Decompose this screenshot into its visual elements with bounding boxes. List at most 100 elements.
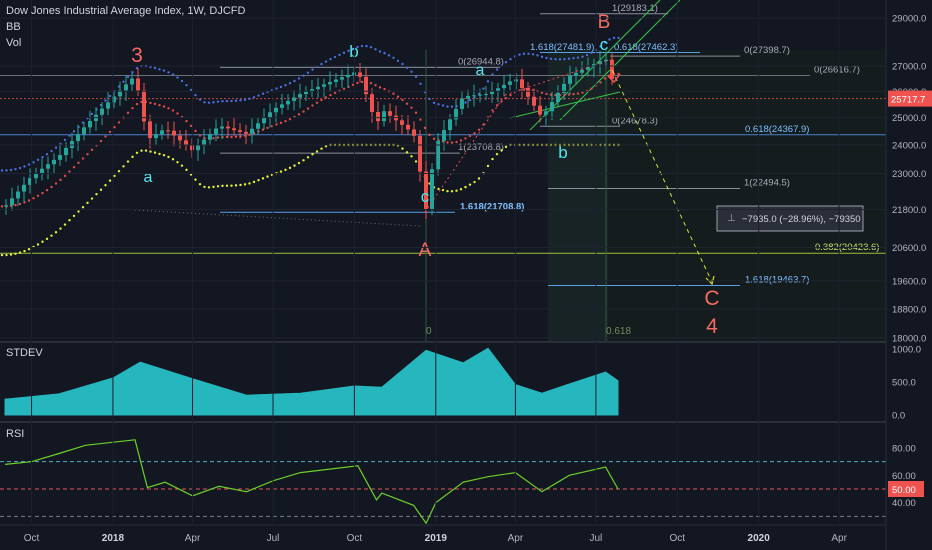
candle-body xyxy=(580,69,584,73)
bb-upper-dot xyxy=(369,45,373,49)
candle-body xyxy=(298,94,302,98)
bb-lower-dot xyxy=(455,189,458,192)
bb-mid-dot xyxy=(464,137,467,140)
bb-lower-dot xyxy=(464,185,467,189)
bb-upper-dot xyxy=(0,169,4,172)
bb-mid-dot xyxy=(477,128,481,132)
fib-time-label: 0 xyxy=(426,326,432,337)
candle-body xyxy=(58,155,62,160)
bb-lower-dot xyxy=(185,168,188,172)
candle-body xyxy=(460,98,464,109)
candle-body xyxy=(28,178,32,185)
fib-level-label: 0.618(27462.3) xyxy=(614,42,678,53)
bb-upper-dot xyxy=(504,61,508,64)
bb-mid-dot xyxy=(509,93,512,97)
price-tick-label: 21800.0 xyxy=(892,205,926,216)
bb-mid-dot xyxy=(36,194,40,197)
bb-upper-dot xyxy=(405,66,409,69)
bb-lower-dot xyxy=(153,151,157,154)
bb-lower-dot xyxy=(486,164,490,168)
rsi-tick-label: 40.00 xyxy=(892,498,916,509)
bb-mid-dot xyxy=(468,134,472,138)
bb-upper-dot xyxy=(27,163,31,166)
bb-upper-dot xyxy=(518,53,521,56)
bb-lower-dot xyxy=(171,158,175,161)
bb-mid-dot xyxy=(540,91,544,94)
bb-lower-dot xyxy=(36,243,40,246)
candle-body xyxy=(238,130,242,132)
bb-upper-dot xyxy=(108,94,112,98)
bb-lower-dot xyxy=(234,184,238,187)
bb-lower-dot xyxy=(207,186,211,189)
bb-upper-dot xyxy=(603,41,607,44)
bb-upper-dot xyxy=(50,149,53,153)
candle-body xyxy=(406,124,410,130)
fib-level-label: 0(24678.3) xyxy=(612,115,658,126)
bb-lower-dot xyxy=(248,182,251,185)
bb-upper-dot xyxy=(63,138,67,142)
bb-upper-dot xyxy=(131,71,134,74)
rsi-value-label: 50.00 xyxy=(892,485,916,496)
bb-mid-dot xyxy=(90,148,94,152)
bb-lower-dot xyxy=(284,168,287,172)
bb-lower-dot xyxy=(288,166,292,170)
candle-body xyxy=(400,120,404,125)
stdev-panel[interactable] xyxy=(4,347,619,416)
candle-body xyxy=(142,90,146,122)
bb-mid-dot xyxy=(162,105,166,108)
bb-mid-dot xyxy=(68,170,71,173)
bb-mid-dot xyxy=(230,135,233,139)
candle-body xyxy=(436,140,440,170)
trend-line xyxy=(504,59,611,96)
bb-mid-dot xyxy=(599,81,602,84)
rsi-tick-label: 80.00 xyxy=(892,444,916,455)
candle-body xyxy=(568,75,572,84)
bb-lower-dot xyxy=(27,247,31,251)
bb-upper-dot xyxy=(608,38,611,41)
candle-body xyxy=(22,184,26,192)
bb-mid-dot xyxy=(275,123,278,126)
bb-upper-dot xyxy=(248,97,251,101)
candle-body xyxy=(160,130,164,135)
fib-time-label: 0.618 xyxy=(606,326,631,337)
bb-mid-dot xyxy=(374,84,377,87)
wave-label: A xyxy=(419,240,432,261)
bb-mid-dot xyxy=(432,137,436,140)
bb-mid-dot xyxy=(581,91,584,94)
bb-upper-dot xyxy=(468,98,472,102)
bb-lower-dot xyxy=(23,249,26,253)
bb-lower-dot xyxy=(261,177,265,180)
candle-body xyxy=(574,72,578,76)
candle-body xyxy=(484,94,488,96)
candle-body xyxy=(370,94,374,112)
bb-lower-dot xyxy=(239,183,242,187)
time-tick-label: Oct xyxy=(669,533,685,544)
candle-body xyxy=(382,111,386,122)
bb-mid-dot xyxy=(113,126,116,129)
bb-upper-dot xyxy=(360,44,364,48)
bb-mid-dot xyxy=(311,104,314,107)
bb-lower-dot xyxy=(414,160,418,163)
bb-lower-dot xyxy=(122,165,125,168)
bb-upper-dot xyxy=(563,57,566,61)
bb-lower-dot xyxy=(126,160,130,163)
bb-upper-dot xyxy=(167,71,170,74)
bb-upper-dot xyxy=(162,69,166,72)
bb-mid-dot xyxy=(401,98,404,102)
bb-mid-dot xyxy=(0,205,4,208)
bb-mid-dot xyxy=(414,111,418,114)
price-tick-label: 19600.0 xyxy=(892,276,926,287)
candle-body xyxy=(454,108,458,120)
stdev-area xyxy=(4,347,619,416)
rsi-panel[interactable] xyxy=(0,439,886,525)
indicator-bb-label[interactable]: BB xyxy=(6,21,21,33)
bb-mid-dot xyxy=(522,88,526,91)
indicator-vol-label[interactable]: Vol xyxy=(6,37,22,49)
bb-lower-dot xyxy=(68,219,71,222)
bb-mid-dot xyxy=(234,135,238,138)
bb-mid-dot xyxy=(455,140,458,144)
bb-upper-dot xyxy=(567,57,571,60)
bb-upper-dot xyxy=(252,96,256,99)
candle-body xyxy=(610,59,614,79)
